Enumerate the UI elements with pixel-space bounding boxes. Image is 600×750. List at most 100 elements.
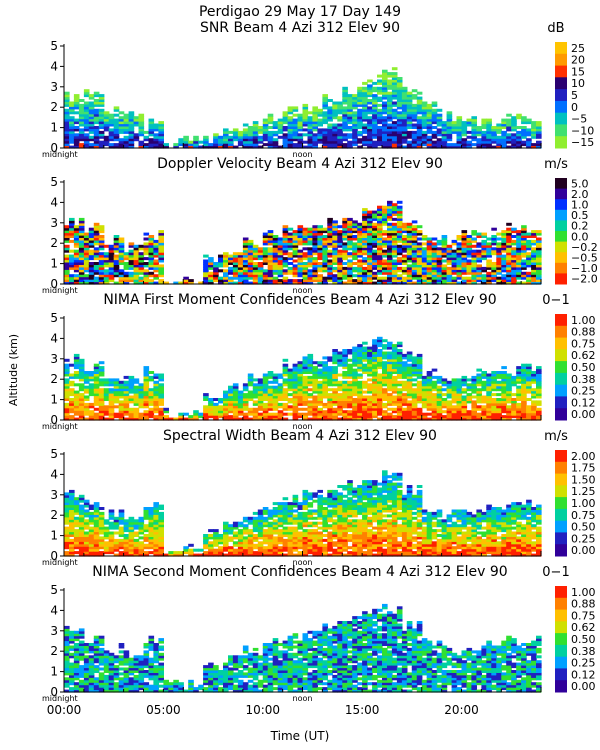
heatmap-cell [451, 252, 458, 256]
heatmap-cell [357, 262, 363, 265]
heatmap-cell [73, 266, 80, 270]
heatmap-cell [153, 388, 159, 392]
heatmap-cell [342, 266, 348, 270]
heatmap-cell [357, 103, 363, 107]
heatmap-cell [332, 375, 338, 379]
heatmap-cell [327, 368, 333, 372]
heatmap-cell [411, 113, 418, 117]
heatmap-cell [93, 249, 100, 253]
heatmap-cell [476, 415, 482, 419]
heatmap-cell [267, 242, 274, 246]
heatmap-cell [466, 252, 473, 256]
heatmap-cell [377, 111, 383, 115]
heatmap-cell [73, 232, 80, 236]
heatmap-cell [416, 375, 423, 379]
heatmap-cell [342, 393, 348, 397]
heatmap-cell [342, 269, 348, 273]
heatmap-cell [292, 237, 299, 241]
heatmap-cell [391, 271, 398, 275]
heatmap-cell [406, 123, 413, 127]
heatmap-cell [173, 145, 179, 149]
heatmap-cell [387, 375, 393, 379]
heatmap-cell [287, 398, 294, 401]
heatmap-cell [302, 242, 309, 246]
heatmap-cell [158, 390, 164, 394]
heatmap-cell [476, 279, 482, 283]
heatmap-cell [287, 279, 294, 283]
heatmap-cell [73, 398, 80, 401]
heatmap-cell [396, 276, 403, 280]
heatmap-cell [456, 269, 463, 273]
heatmap-cell [396, 363, 403, 367]
heatmap-cell [138, 402, 145, 406]
heatmap-cell [237, 417, 244, 421]
heatmap-cell [83, 531, 90, 535]
heatmap-cell [521, 402, 527, 406]
heatmap-cell [252, 390, 259, 394]
heatmap-cell [357, 101, 363, 105]
heatmap-cell [441, 143, 448, 147]
heatmap-cell [441, 128, 448, 132]
heatmap-cell [128, 257, 135, 261]
heatmap-cell [123, 393, 130, 397]
heatmap-cell [93, 262, 100, 265]
heatmap-cell [113, 126, 120, 129]
heatmap-cell [416, 247, 423, 251]
heatmap-cell [506, 121, 512, 125]
heatmap-cell [347, 400, 353, 404]
heatmap-cell [436, 145, 443, 149]
heatmap-cell [406, 242, 413, 246]
heatmap-cell [387, 276, 393, 280]
heatmap-cell [287, 380, 294, 384]
heatmap-cell [406, 130, 413, 134]
heatmap-cell [138, 279, 145, 283]
heatmap-cell [391, 217, 398, 221]
heatmap-cell [213, 145, 219, 149]
heatmap-cell [148, 145, 155, 149]
heatmap-cell [73, 249, 80, 253]
heatmap-cell [282, 398, 289, 401]
heatmap-cell [516, 371, 522, 374]
heatmap-cell [431, 400, 438, 404]
heatmap-cell [297, 242, 304, 246]
heatmap-cell [536, 402, 542, 406]
heatmap-cell [267, 135, 274, 139]
heatmap-cell [451, 121, 458, 125]
heatmap-cell [262, 135, 269, 139]
heatmap-cell [282, 390, 289, 394]
heatmap-cell [466, 388, 473, 392]
heatmap-cell [83, 395, 90, 399]
heatmap-cell [78, 220, 85, 224]
heatmap-cell [516, 254, 522, 258]
heatmap-cell [362, 346, 368, 350]
heatmap-cell [73, 551, 80, 555]
heatmap-cell [158, 412, 164, 416]
heatmap-cell [337, 123, 343, 127]
heatmap-cell [476, 398, 482, 401]
heatmap-cell [372, 371, 378, 374]
heatmap-cell [153, 400, 159, 404]
heatmap-cell [88, 538, 95, 542]
heatmap-cell [536, 417, 542, 421]
heatmap-cell [128, 130, 135, 134]
heatmap-cell [406, 116, 413, 120]
heatmap-cell [451, 415, 458, 419]
heatmap-cell [108, 257, 115, 261]
heatmap-cell [257, 393, 264, 397]
heatmap-cell [242, 417, 249, 421]
heatmap-cell [342, 366, 348, 370]
heatmap-cell [456, 247, 463, 251]
heatmap-cell [242, 140, 249, 144]
heatmap-cell [148, 242, 155, 246]
heatmap-cell [128, 252, 135, 256]
heatmap-cell [456, 410, 463, 414]
heatmap-cell [347, 94, 353, 98]
heatmap-cell [347, 143, 353, 147]
heatmap-cell [302, 281, 309, 285]
heatmap-cell [411, 130, 418, 134]
heatmap-cell [451, 259, 458, 263]
heatmap-cell [357, 346, 363, 350]
heatmap-cell [362, 113, 368, 117]
heatmap-cell [411, 412, 418, 416]
heatmap-cell [387, 266, 393, 270]
